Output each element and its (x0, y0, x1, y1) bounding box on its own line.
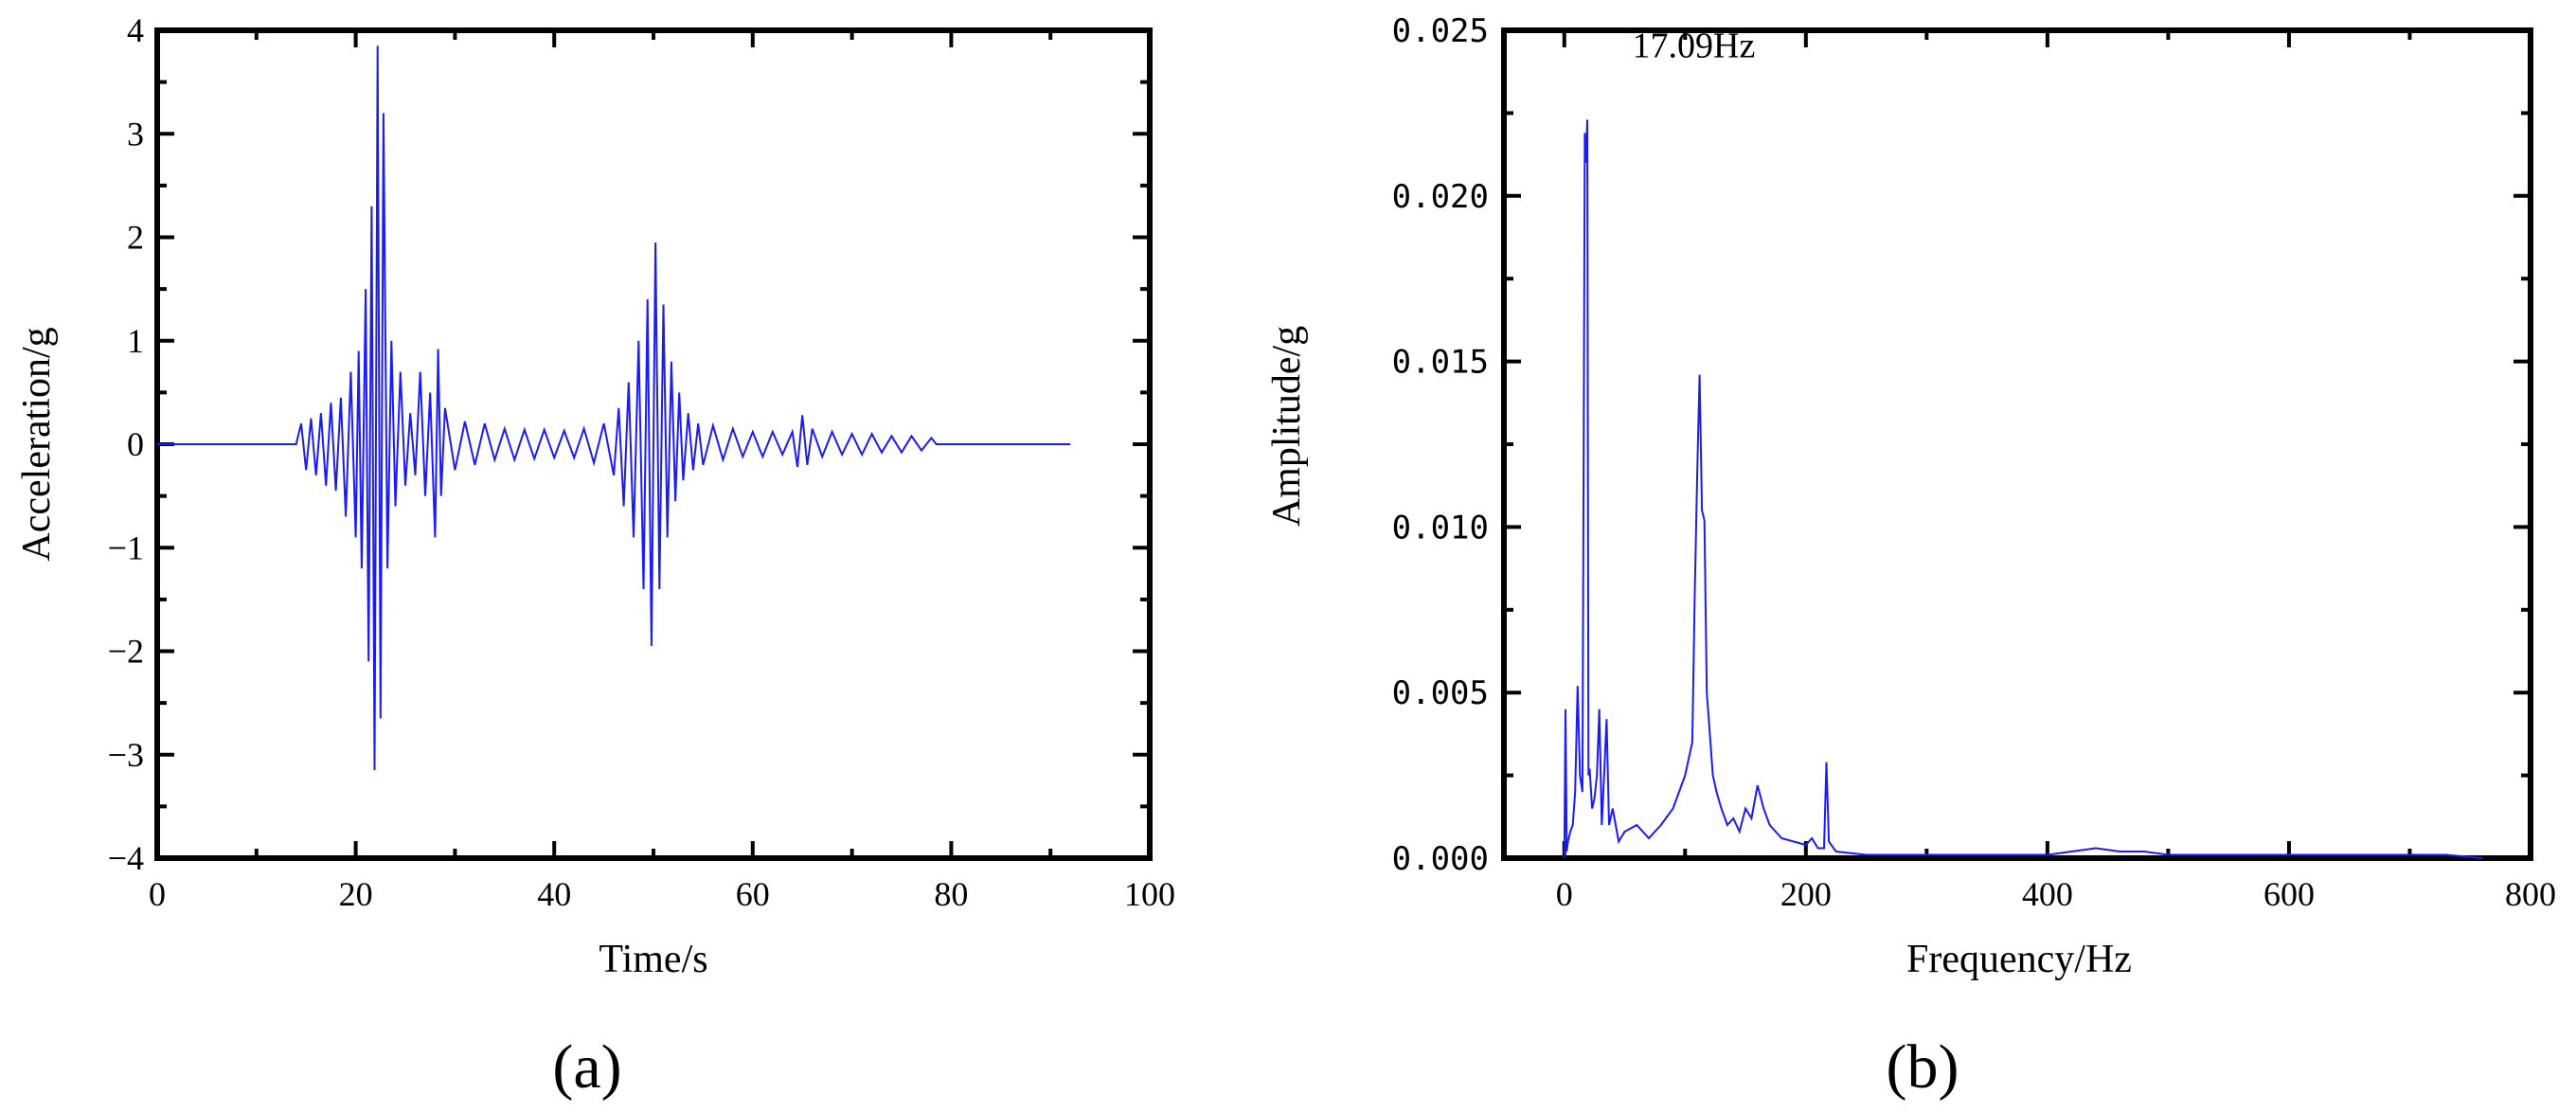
y-tick-label-b-1: 0.005 (1392, 674, 1489, 712)
y-tick-label-b-2: 0.010 (1392, 509, 1489, 547)
x-tick-label-a-4: 80 (934, 875, 968, 913)
y-tick-label-b-4: 0.020 (1392, 178, 1489, 216)
series-line-b-0 (1563, 119, 2483, 859)
x-axis-title-a: Time/s (599, 938, 707, 981)
chart-panel-a: 0 20 40 60 80 100 −4 −3 −2 −1 0 1 2 3 4 Time/s Acceler… (15, 11, 1175, 1102)
y-tick-label-b-3: 0.015 (1392, 344, 1489, 382)
y-tick-label-a-4: 0 (127, 425, 144, 463)
annotation-b-0: 17.09Hz (1633, 26, 1756, 65)
x-tick-label-a-5: 100 (1124, 875, 1175, 913)
panel-label-a: (a) (552, 1032, 621, 1102)
panel-label-b: (b) (1887, 1032, 1959, 1102)
chart-panel-b: 0 200 400 600 800 0.000 0.005 0.010 0.015 0.020 0.… (1265, 12, 2556, 1102)
y-tick-label-a-6: 2 (127, 219, 144, 257)
x-tick-label-a-1: 20 (339, 875, 373, 913)
x-tick-label-b-3: 600 (2263, 875, 2315, 913)
y-tick-label-a-7: 3 (127, 115, 144, 152)
y-tick-label-b-0: 0.000 (1392, 840, 1489, 878)
series-line-a-0 (157, 45, 1071, 771)
x-tick-label-a-2: 40 (537, 875, 571, 913)
x-tick-label-b-1: 200 (1780, 875, 1832, 913)
y-axis-title-a: Acceleration/g (15, 327, 59, 561)
x-tick-label-b-4: 800 (2505, 875, 2556, 913)
y-tick-label-a-1: −3 (108, 736, 144, 774)
x-tick-label-b-0: 0 (1556, 875, 1573, 913)
x-tick-label-a-0: 0 (149, 875, 166, 913)
x-tick-label-a-3: 60 (736, 875, 770, 913)
y-axis-title-b: Amplitude/g (1265, 326, 1309, 527)
x-axis-title-b: Frequency/Hz (1906, 938, 2132, 981)
plot-frame-b (1501, 27, 2533, 861)
y-tick-label-a-0: −4 (108, 839, 144, 877)
y-tick-label-b-5: 0.025 (1392, 12, 1489, 50)
y-tick-label-a-2: −2 (108, 633, 144, 671)
y-tick-label-a-8: 4 (127, 11, 144, 49)
y-tick-label-a-3: −1 (108, 529, 144, 566)
x-tick-label-b-2: 400 (2022, 875, 2073, 913)
y-tick-label-a-5: 1 (127, 322, 144, 360)
